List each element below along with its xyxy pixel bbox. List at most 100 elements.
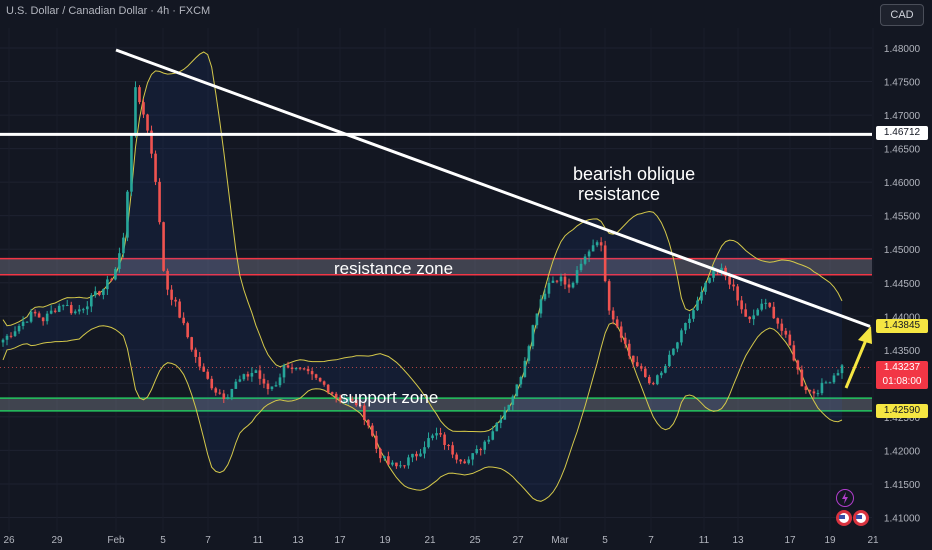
candle-body — [531, 325, 535, 347]
candle-body — [218, 392, 222, 394]
candle-body — [732, 284, 735, 287]
candle-body — [431, 435, 434, 439]
candle-body — [688, 318, 691, 323]
candle-body — [768, 302, 772, 307]
candle-body — [258, 370, 262, 379]
candle-body — [627, 343, 631, 356]
price-axis: 1.48000 1.47500 1.47000 1.46500 1.46000 1.455… — [884, 44, 921, 525]
candle-body — [206, 371, 210, 379]
candle-body — [720, 267, 723, 271]
candle-body — [607, 281, 611, 311]
candle-body — [836, 373, 840, 376]
candle-body — [427, 438, 430, 448]
price-tick-label: 1.43500 — [884, 346, 921, 357]
candle-body — [367, 419, 370, 426]
candle-body — [403, 465, 406, 467]
lower-band — [2, 322, 843, 502]
candle-body — [190, 337, 193, 350]
time-tick-label: Mar — [551, 535, 569, 546]
candle-body — [423, 447, 426, 454]
candle-body — [270, 386, 274, 390]
candle-body — [21, 321, 25, 326]
support-level-tag: 1.42590 — [876, 404, 928, 418]
candle-body — [222, 393, 226, 400]
candle-body — [198, 356, 202, 367]
time-axis: 26 29 Feb 5 7 11 13 17 19 21 25 27 Mar 5 7 11 13 17 19 21 — [3, 535, 879, 546]
candle-body — [784, 330, 788, 335]
candle-body — [182, 317, 185, 324]
price-tick-label: 1.44500 — [884, 279, 921, 290]
candle-body — [547, 282, 551, 294]
candle-body — [166, 270, 169, 290]
resistance-zone — [0, 258, 872, 275]
candle-body — [583, 256, 587, 264]
candle-body — [591, 245, 595, 252]
candle-body — [290, 367, 294, 370]
candle-body — [65, 305, 69, 307]
candle-body — [354, 400, 358, 406]
candle-body — [555, 280, 559, 282]
candle-body — [202, 366, 206, 372]
candle-body — [411, 453, 414, 458]
candle-body — [824, 382, 828, 384]
candle-body — [631, 355, 635, 363]
time-tick-label: 26 — [3, 535, 15, 546]
candle-body — [676, 342, 679, 349]
candle-body — [692, 310, 695, 319]
candle-body — [507, 404, 511, 411]
candle-body — [419, 453, 422, 457]
candle-body — [752, 315, 755, 320]
candle-body — [326, 384, 330, 393]
candle-body — [800, 369, 804, 387]
candle-body — [764, 302, 768, 304]
chart-grid — [0, 28, 874, 532]
candle-body — [708, 277, 711, 283]
lightning-event-icon[interactable] — [836, 489, 854, 507]
time-tick-label: 27 — [512, 535, 524, 546]
time-tick-label: 21 — [424, 535, 436, 546]
candle-body — [840, 365, 844, 374]
arrow-shaft — [844, 339, 868, 389]
time-tick-label: 25 — [469, 535, 481, 546]
candle-body — [415, 453, 418, 457]
candle-body — [142, 102, 145, 115]
time-tick-label: Feb — [107, 535, 125, 546]
time-tick-label: 19 — [824, 535, 836, 546]
candle-body — [322, 381, 326, 385]
candle-body — [615, 319, 619, 327]
candle-body — [126, 191, 129, 238]
us-flag-event-icon-2[interactable] — [853, 510, 869, 526]
candle-body — [17, 325, 21, 332]
candle-body — [635, 362, 639, 367]
time-tick-label: 5 — [602, 535, 608, 546]
candle-body — [660, 372, 663, 376]
candle-body — [623, 337, 627, 344]
candle-body — [495, 422, 499, 432]
trendline-end-tag: 1.43845 — [876, 319, 928, 333]
candle-body — [780, 323, 784, 331]
candle-body — [595, 242, 599, 246]
trend-label-line1: bearish oblique — [573, 164, 696, 184]
candle-body — [796, 360, 800, 370]
currency-button[interactable]: CAD — [880, 4, 924, 26]
candle-body — [579, 263, 583, 271]
candle-body — [527, 346, 531, 361]
us-flag-event-icon[interactable] — [836, 510, 852, 526]
last-price-tag: 1.43237 — [876, 361, 928, 375]
candle-body — [491, 431, 495, 440]
candle-body — [41, 317, 45, 322]
candle-body — [25, 321, 29, 323]
candle-body — [306, 368, 310, 372]
candle-body — [13, 331, 17, 336]
candle-body — [760, 303, 764, 310]
time-tick-label: 13 — [292, 535, 304, 546]
candle-body — [712, 270, 715, 278]
candle-body — [102, 289, 105, 295]
candle-body — [656, 375, 659, 385]
candle-body — [53, 310, 57, 312]
price-tick-label: 1.41000 — [884, 514, 921, 525]
candle-body — [234, 381, 238, 389]
candle-body — [81, 309, 85, 311]
candle-body — [387, 456, 390, 465]
